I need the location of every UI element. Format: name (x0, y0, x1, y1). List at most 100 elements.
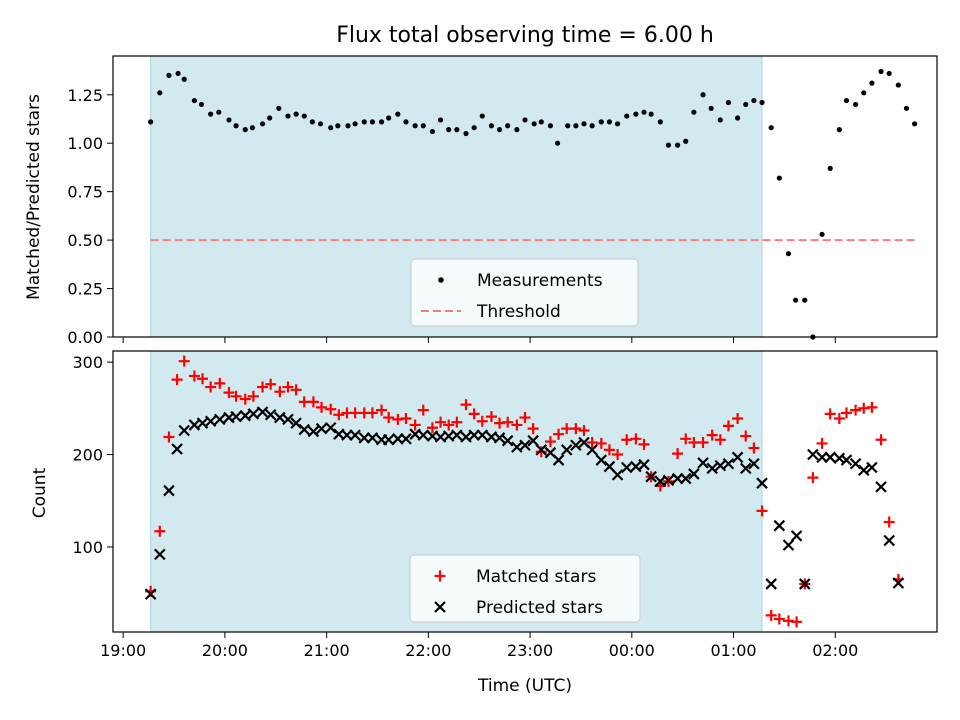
matched-star-point (476, 415, 488, 427)
measurement-point (514, 127, 520, 133)
measurement-point (538, 119, 544, 125)
matched-star-point (257, 381, 269, 393)
predicted-star-point (849, 457, 862, 470)
predicted-star-point (501, 434, 514, 447)
measurement-point (606, 119, 613, 125)
matched-star-point (773, 613, 785, 625)
y-tick-label: 1.25 (67, 86, 103, 105)
predicted-star-point (307, 425, 320, 438)
measurement-point (361, 119, 367, 125)
x-tick-label: 00:00 (609, 641, 655, 660)
measurement-point (488, 123, 495, 129)
predicted-star-point (883, 534, 895, 547)
measurement-point (708, 105, 714, 111)
plot-frame (112, 55, 938, 338)
predicted-star-point (493, 432, 506, 444)
predicted-star-point (382, 433, 395, 446)
predicted-star-point (645, 470, 657, 483)
measurement-point (328, 125, 334, 131)
measurement-point (665, 142, 672, 148)
matched-star-point (765, 609, 777, 621)
matched-star-point (376, 404, 388, 416)
x-tick-label: 02:00 (812, 641, 858, 660)
legend-box (410, 258, 639, 327)
measurement-point (429, 128, 436, 135)
measurement-point (249, 125, 255, 131)
measurement-point (861, 90, 867, 96)
matched-star-point (833, 412, 845, 424)
predicted-star-point (697, 457, 709, 469)
predicted-star-point (739, 462, 752, 475)
measurement-point (191, 97, 197, 104)
measurement-point (505, 123, 511, 129)
matched-star-point (748, 442, 760, 454)
measurement-point (216, 109, 222, 115)
measurement-point (683, 138, 689, 144)
measurement-point (581, 121, 587, 127)
matched-star-point (791, 616, 803, 628)
matched-star-point (527, 423, 539, 435)
measurement-point (242, 127, 248, 133)
matched-star-point (460, 399, 472, 411)
measurement-point (148, 119, 154, 125)
legend-box (409, 554, 641, 623)
measurement-point (633, 111, 639, 117)
predicted-star-point (807, 448, 819, 461)
matched-star-point (511, 419, 523, 431)
measurement-point (717, 117, 723, 123)
matched-star-point (570, 423, 582, 435)
predicted-star-point (282, 413, 294, 426)
matched-star-point (307, 396, 319, 408)
measurement-point (446, 127, 452, 133)
matched-star-point (680, 433, 692, 445)
legend-label: Matched stars (476, 567, 596, 587)
ratio-panel: 0.00 0.25 0.50 0.75 1.00 1.25 Matched/Predict… (24, 55, 938, 347)
measurement-point (751, 97, 757, 104)
measurement-point (233, 123, 239, 129)
measurement-point (198, 101, 205, 108)
y-tick-label: 0.00 (67, 328, 103, 347)
y-axis-label: Count (30, 467, 50, 518)
measurement-point (175, 70, 181, 77)
predicted-star-point (247, 408, 260, 420)
measurement-point (378, 119, 385, 125)
measurement-point (226, 117, 232, 123)
measurement-point (301, 113, 307, 119)
measurement-point (598, 119, 604, 125)
measurement-point (369, 119, 376, 125)
legend-marker (434, 601, 446, 613)
predicted-star-point (349, 429, 361, 441)
measurement-point (657, 119, 663, 125)
measurement-point (531, 121, 537, 127)
matched-star-point (485, 411, 497, 423)
measurement-point (735, 115, 741, 121)
predicted-star-point (857, 464, 870, 477)
matched-star-point (612, 449, 624, 461)
measurement-point (412, 123, 418, 129)
measurement-point (157, 90, 163, 96)
matched-star-point (274, 386, 286, 398)
measurement-point (335, 123, 341, 129)
matched-star-point (205, 381, 217, 393)
plot-frame (112, 350, 938, 633)
predicted-star-point (552, 454, 565, 466)
measurement-point (853, 101, 859, 108)
predicted-star-point (163, 484, 175, 497)
matched-star-point (672, 448, 684, 460)
measurement-point (768, 125, 774, 131)
predicted-star-point (400, 433, 412, 445)
matched-star-point (595, 437, 607, 449)
predicted-star-point (560, 444, 573, 456)
measurement-point (878, 68, 884, 75)
predicted-star-point (765, 578, 777, 590)
measurement-point (352, 121, 358, 127)
predicted-star-point (840, 454, 853, 466)
predicted-star-point (535, 444, 548, 456)
matched-star-point (316, 401, 328, 413)
matched-star-point (866, 401, 878, 413)
measurement-point (869, 80, 875, 86)
predicted-star-point (756, 477, 768, 489)
predicted-star-point (866, 461, 878, 474)
measurement-point (166, 72, 172, 78)
measurement-point (386, 115, 392, 121)
